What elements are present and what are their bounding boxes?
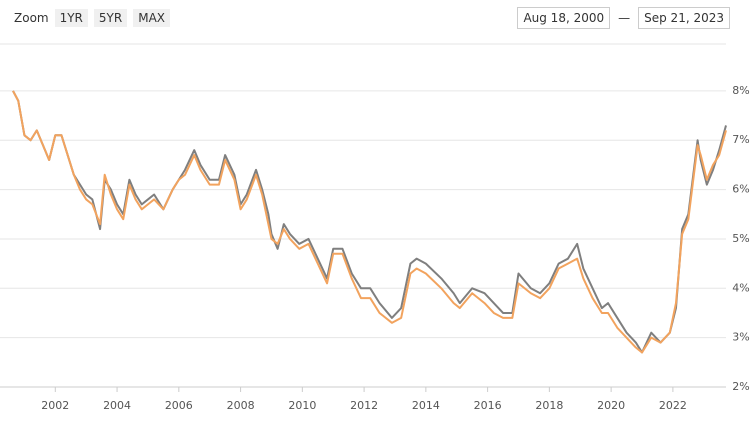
x-tick-label: 2008 — [227, 399, 255, 412]
zoom-button[interactable]: MAX — [133, 9, 171, 27]
zoom-label: Zoom — [14, 11, 49, 25]
x-tick-label: 2022 — [659, 399, 687, 412]
x-tick-label: 2014 — [412, 399, 440, 412]
y-tick-label: 8% — [732, 84, 749, 97]
x-tick-label: 2004 — [103, 399, 131, 412]
y-tick-label: 5% — [732, 232, 749, 245]
date-range: Aug 18, 2000 — Sep 21, 2023 — [517, 7, 730, 29]
x-tick-label: 2018 — [535, 399, 563, 412]
x-tick-label: 2010 — [288, 399, 316, 412]
x-tick-label: 2020 — [597, 399, 625, 412]
zoom-button[interactable]: 5YR — [93, 9, 128, 27]
x-tick-label: 2006 — [165, 399, 193, 412]
y-tick-label: 4% — [732, 281, 749, 294]
y-tick-label: 7% — [732, 133, 749, 146]
y-tick-label: 6% — [732, 183, 749, 196]
range-end[interactable]: Sep 21, 2023 — [638, 7, 730, 29]
line-series — [12, 90, 727, 354]
y-tick-label: 3% — [732, 331, 749, 344]
range-start[interactable]: Aug 18, 2000 — [517, 7, 611, 29]
line-series — [12, 90, 727, 354]
zoom-button[interactable]: 1YR — [54, 9, 88, 27]
y-tick-label: 2% — [732, 380, 749, 393]
range-separator: — — [618, 11, 631, 25]
zoom-bar: Zoom 1YR 5YR MAX — [14, 9, 171, 27]
x-tick-label: 2012 — [350, 399, 378, 412]
x-tick-label: 2002 — [41, 399, 69, 412]
x-tick-label: 2016 — [474, 399, 502, 412]
